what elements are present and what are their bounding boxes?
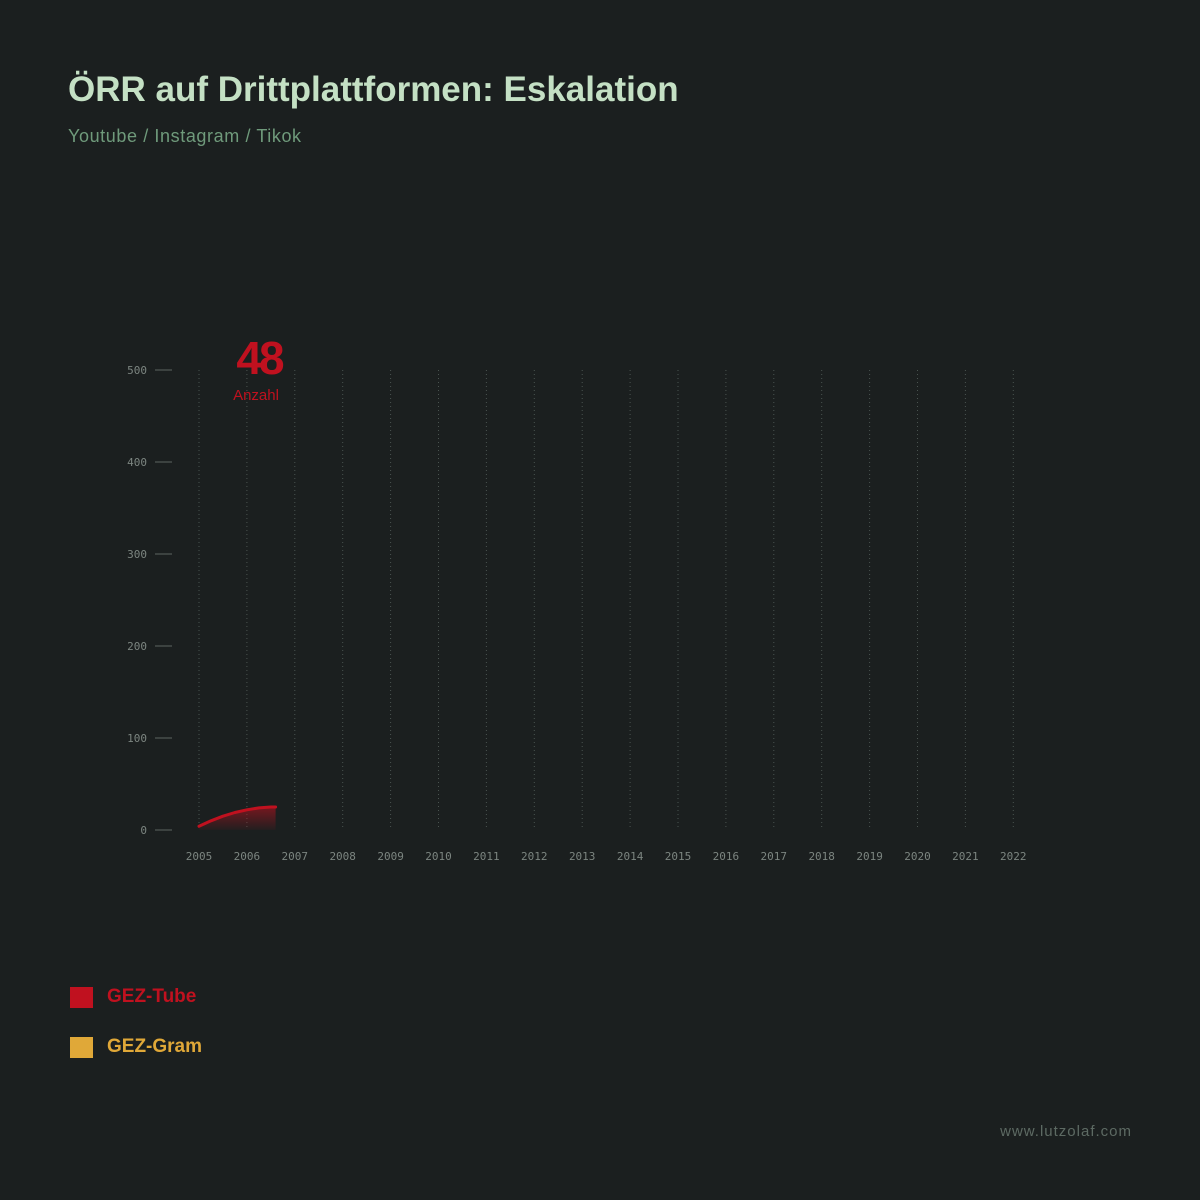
chart-title: ÖRR auf Drittplattformen: Eskalation bbox=[68, 70, 679, 109]
footer-credit: www.lutzolaf.com bbox=[1000, 1123, 1132, 1140]
x-tick-label-2017: 2017 bbox=[761, 850, 788, 863]
x-axis: 2005 2006 2007 2008 2009 2010 2011 2012 2013 2014… bbox=[186, 850, 1027, 863]
x-tick-label-2008: 2008 bbox=[329, 850, 356, 863]
x-tick-label-2022: 2022 bbox=[1000, 850, 1027, 863]
legend-swatch-gez-gram bbox=[70, 1036, 93, 1058]
legend-item-gez-tube: GEZ-Tube bbox=[70, 985, 202, 1009]
legend-label-gez-gram: GEZ-Gram bbox=[107, 1036, 203, 1057]
x-tick-label-2005: 2005 bbox=[186, 850, 213, 863]
y-axis: 0 100 200 300 400 500 bbox=[127, 364, 172, 837]
y-tick-label-500: 500 bbox=[127, 364, 147, 377]
counter-value: 48 bbox=[236, 332, 284, 384]
x-tick-label-2011: 2011 bbox=[473, 850, 500, 863]
x-tick-label-2016: 2016 bbox=[713, 850, 740, 863]
y-tick-label-200: 200 bbox=[127, 640, 147, 653]
y-tick-label-300: 300 bbox=[127, 548, 147, 561]
legend-item-gez-gram: GEZ-Gram bbox=[70, 1035, 202, 1059]
y-tick-label-0: 0 bbox=[140, 824, 147, 837]
x-tick-label-2015: 2015 bbox=[665, 850, 692, 863]
counter-unit-label: Anzahl bbox=[233, 387, 279, 404]
x-tick-label-2019: 2019 bbox=[856, 850, 883, 863]
x-tick-label-2010: 2010 bbox=[425, 850, 452, 863]
counter: 48 Anzahl bbox=[233, 332, 287, 404]
x-tick-label-2020: 2020 bbox=[904, 850, 931, 863]
y-tick-label-400: 400 bbox=[127, 456, 147, 469]
grid bbox=[198, 370, 1014, 830]
series-area-gez-tube bbox=[199, 807, 276, 830]
chart-subtitle: Youtube / Instagram / Tikok bbox=[68, 126, 302, 146]
x-tick-label-2021: 2021 bbox=[952, 850, 979, 863]
series-layer bbox=[197, 805, 278, 830]
x-tick-label-2009: 2009 bbox=[377, 850, 404, 863]
series-line-gez-tube bbox=[197, 805, 278, 828]
legend-swatch-gez-tube bbox=[70, 986, 93, 1008]
legend: GEZ-Tube GEZ-Gram bbox=[70, 985, 202, 1085]
y-tick-label-100: 100 bbox=[127, 732, 147, 745]
legend-label-gez-tube: GEZ-Tube bbox=[107, 986, 197, 1007]
x-tick-label-2007: 2007 bbox=[282, 850, 309, 863]
x-tick-label-2012: 2012 bbox=[521, 850, 548, 863]
x-tick-label-2014: 2014 bbox=[617, 850, 644, 863]
x-tick-label-2013: 2013 bbox=[569, 850, 596, 863]
x-tick-label-2018: 2018 bbox=[808, 850, 835, 863]
x-tick-label-2006: 2006 bbox=[234, 850, 261, 863]
